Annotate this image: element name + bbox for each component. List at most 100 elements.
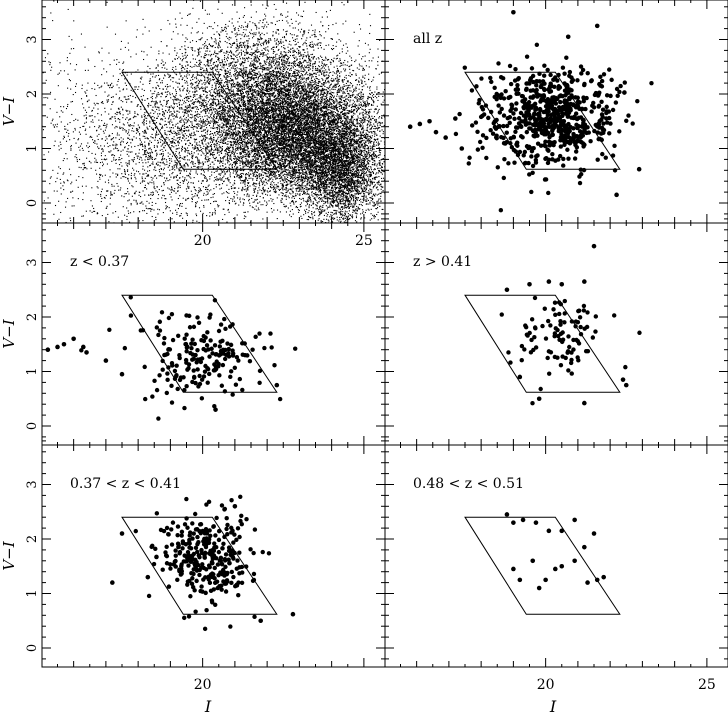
data-point — [256, 129, 257, 130]
data-point — [252, 122, 253, 123]
data-point — [344, 107, 345, 108]
data-point — [367, 102, 368, 103]
data-point — [248, 169, 249, 170]
data-point — [321, 160, 322, 161]
data-point — [315, 99, 316, 100]
data-point — [336, 96, 337, 97]
data-point — [315, 116, 316, 117]
data-point — [326, 100, 327, 101]
data-point — [370, 166, 371, 167]
data-point — [298, 172, 299, 173]
data-point — [314, 215, 315, 216]
data-point — [327, 200, 328, 201]
data-point — [269, 140, 270, 141]
data-point — [253, 156, 254, 157]
data-point — [293, 107, 294, 108]
data-point — [377, 123, 378, 124]
data-point — [347, 87, 348, 88]
data-point — [418, 118, 419, 119]
data-point — [251, 150, 252, 151]
data-point — [386, 201, 387, 202]
data-point — [265, 167, 266, 168]
data-point — [324, 118, 325, 119]
data-point — [303, 104, 304, 105]
data-point — [363, 85, 364, 86]
data-point — [405, 151, 406, 152]
data-point — [247, 133, 248, 134]
data-point — [393, 133, 394, 134]
data-point — [335, 89, 336, 90]
data-point — [256, 157, 257, 158]
data-point — [398, 117, 399, 118]
data-point — [402, 81, 403, 82]
data-point — [398, 152, 399, 153]
data-point — [320, 42, 321, 43]
data-point — [284, 95, 285, 96]
data-point — [304, 134, 305, 135]
data-point — [391, 86, 392, 87]
data-point — [321, 117, 322, 118]
data-point — [377, 129, 378, 130]
data-point — [292, 192, 293, 193]
data-point — [270, 156, 271, 157]
data-point — [223, 85, 224, 86]
data-point — [340, 118, 341, 119]
data-point — [221, 170, 222, 171]
data-point — [354, 130, 355, 131]
data-point — [299, 108, 300, 109]
data-point — [336, 105, 337, 106]
data-point — [282, 183, 283, 184]
data-point — [305, 98, 306, 99]
data-point — [280, 178, 281, 179]
data-point — [287, 109, 288, 110]
data-point — [249, 128, 250, 129]
data-point — [293, 66, 294, 67]
data-point — [382, 61, 383, 62]
y-axis-label: V−I — [0, 96, 18, 126]
data-point — [363, 140, 364, 141]
data-point — [300, 216, 301, 217]
data-point — [315, 68, 316, 69]
data-point — [273, 160, 274, 161]
data-point — [277, 106, 278, 107]
data-point — [337, 121, 338, 122]
data-point — [290, 134, 291, 135]
data-point — [345, 89, 346, 90]
data-point — [266, 205, 267, 206]
data-point — [326, 74, 327, 75]
data-point — [289, 180, 290, 181]
data-point — [224, 214, 225, 215]
data-point — [458, 127, 459, 128]
data-point — [247, 153, 248, 154]
data-point — [335, 142, 336, 143]
data-point — [335, 157, 336, 158]
data-point — [220, 140, 221, 141]
data-point — [268, 74, 269, 75]
data-point — [269, 151, 270, 152]
data-point — [308, 194, 309, 195]
data-point — [280, 200, 281, 201]
data-point — [299, 137, 300, 138]
data-point — [362, 89, 363, 90]
data-point — [374, 111, 375, 112]
data-point — [186, 180, 187, 181]
data-point — [413, 176, 414, 177]
data-point — [369, 157, 370, 158]
data-point — [363, 126, 364, 127]
data-point — [359, 113, 360, 114]
data-point — [378, 184, 379, 185]
data-point — [309, 89, 310, 90]
data-point — [395, 89, 396, 90]
data-point — [326, 194, 327, 195]
data-point — [228, 109, 229, 110]
data-point — [265, 144, 266, 145]
data-point — [369, 154, 370, 155]
data-point — [246, 154, 247, 155]
data-point — [287, 177, 288, 178]
data-point — [330, 138, 331, 139]
data-point — [262, 114, 263, 115]
data-point — [266, 141, 267, 142]
data-point — [323, 203, 324, 204]
data-point — [310, 180, 311, 181]
